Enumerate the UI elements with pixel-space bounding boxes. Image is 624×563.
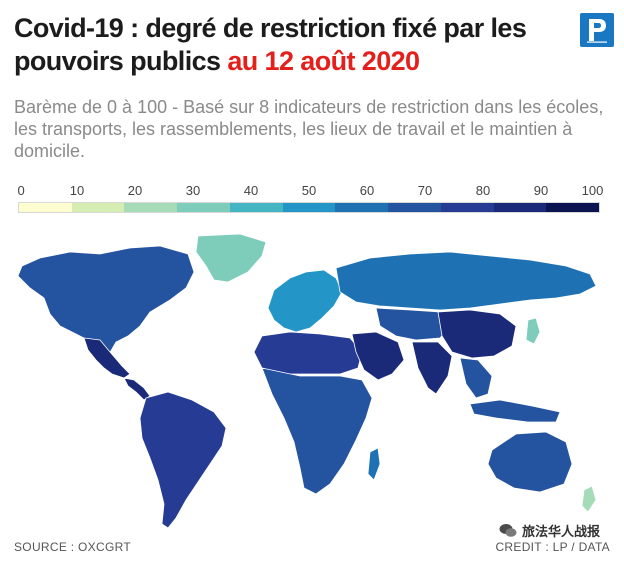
region-north-america: [17, 245, 195, 363]
region-japan: [525, 317, 541, 345]
credit-label: CREDIT : LP / DATA: [495, 540, 610, 554]
legend-swatch: [229, 203, 283, 212]
legend-swatch: [282, 203, 336, 212]
legend-swatch: [440, 203, 494, 212]
color-legend: 0 10 20 30 40 50 60 70 80 90 100: [17, 183, 603, 215]
map-title: Covid-19 : degré de restriction fixé par…: [14, 12, 574, 78]
region-russia: [335, 251, 597, 311]
legend-swatch: [71, 203, 125, 212]
legend-tick-label: 90: [533, 183, 549, 198]
region-india: [411, 341, 453, 395]
region-australia: [487, 431, 573, 493]
region-central-america: [123, 377, 151, 401]
legend-tick-label: 0: [17, 183, 25, 198]
wechat-watermark: 旅法华人战报: [494, 519, 604, 542]
legend-swatch: [177, 203, 230, 212]
legend-color-scale: [18, 202, 600, 213]
region-new-zealand: [581, 485, 597, 513]
region-north-africa: [253, 331, 363, 375]
wechat-icon: [499, 524, 517, 537]
source-label: SOURCE : OXCGRT: [14, 540, 131, 554]
region-europe: [267, 269, 343, 333]
legend-tick-label: 100: [581, 183, 604, 198]
legend-swatch: [335, 203, 389, 212]
legend-tick-label: 70: [417, 183, 433, 198]
legend-tick-label: 30: [185, 183, 201, 198]
title-main: Covid-19 : degré de restriction fixé par…: [14, 13, 527, 76]
legend-tick-label: 10: [69, 183, 85, 198]
legend-tick-label: 80: [475, 183, 491, 198]
region-greenland: [195, 233, 267, 283]
region-indonesia: [469, 399, 561, 423]
world-map: [17, 233, 597, 529]
region-southeast-asia: [459, 357, 493, 399]
legend-tick-label: 40: [243, 183, 259, 198]
legend-swatch: [388, 203, 441, 212]
legend-tick-label: 60: [359, 183, 375, 198]
region-madagascar: [367, 447, 381, 481]
legend-swatch: [493, 203, 547, 212]
le-parisien-logo: [580, 13, 614, 47]
watermark-text: 旅法华人战报: [521, 524, 600, 539]
region-south-america: [139, 391, 227, 529]
legend-swatch: [546, 203, 600, 212]
legend-swatch: [124, 203, 178, 212]
region-central-asia: [375, 307, 451, 341]
title-date: au 12 août 2020: [227, 46, 420, 76]
logo-glyph-icon: [587, 19, 607, 43]
map-subtitle: Barème de 0 à 100 - Basé sur 8 indicateu…: [14, 97, 604, 161]
region-sub-saharan-africa: [261, 367, 373, 495]
region-middle-east: [351, 331, 405, 381]
legend-tick-label: 50: [301, 183, 317, 198]
legend-swatch: [19, 203, 72, 212]
legend-tick-label: 20: [127, 183, 143, 198]
region-china: [437, 309, 517, 359]
